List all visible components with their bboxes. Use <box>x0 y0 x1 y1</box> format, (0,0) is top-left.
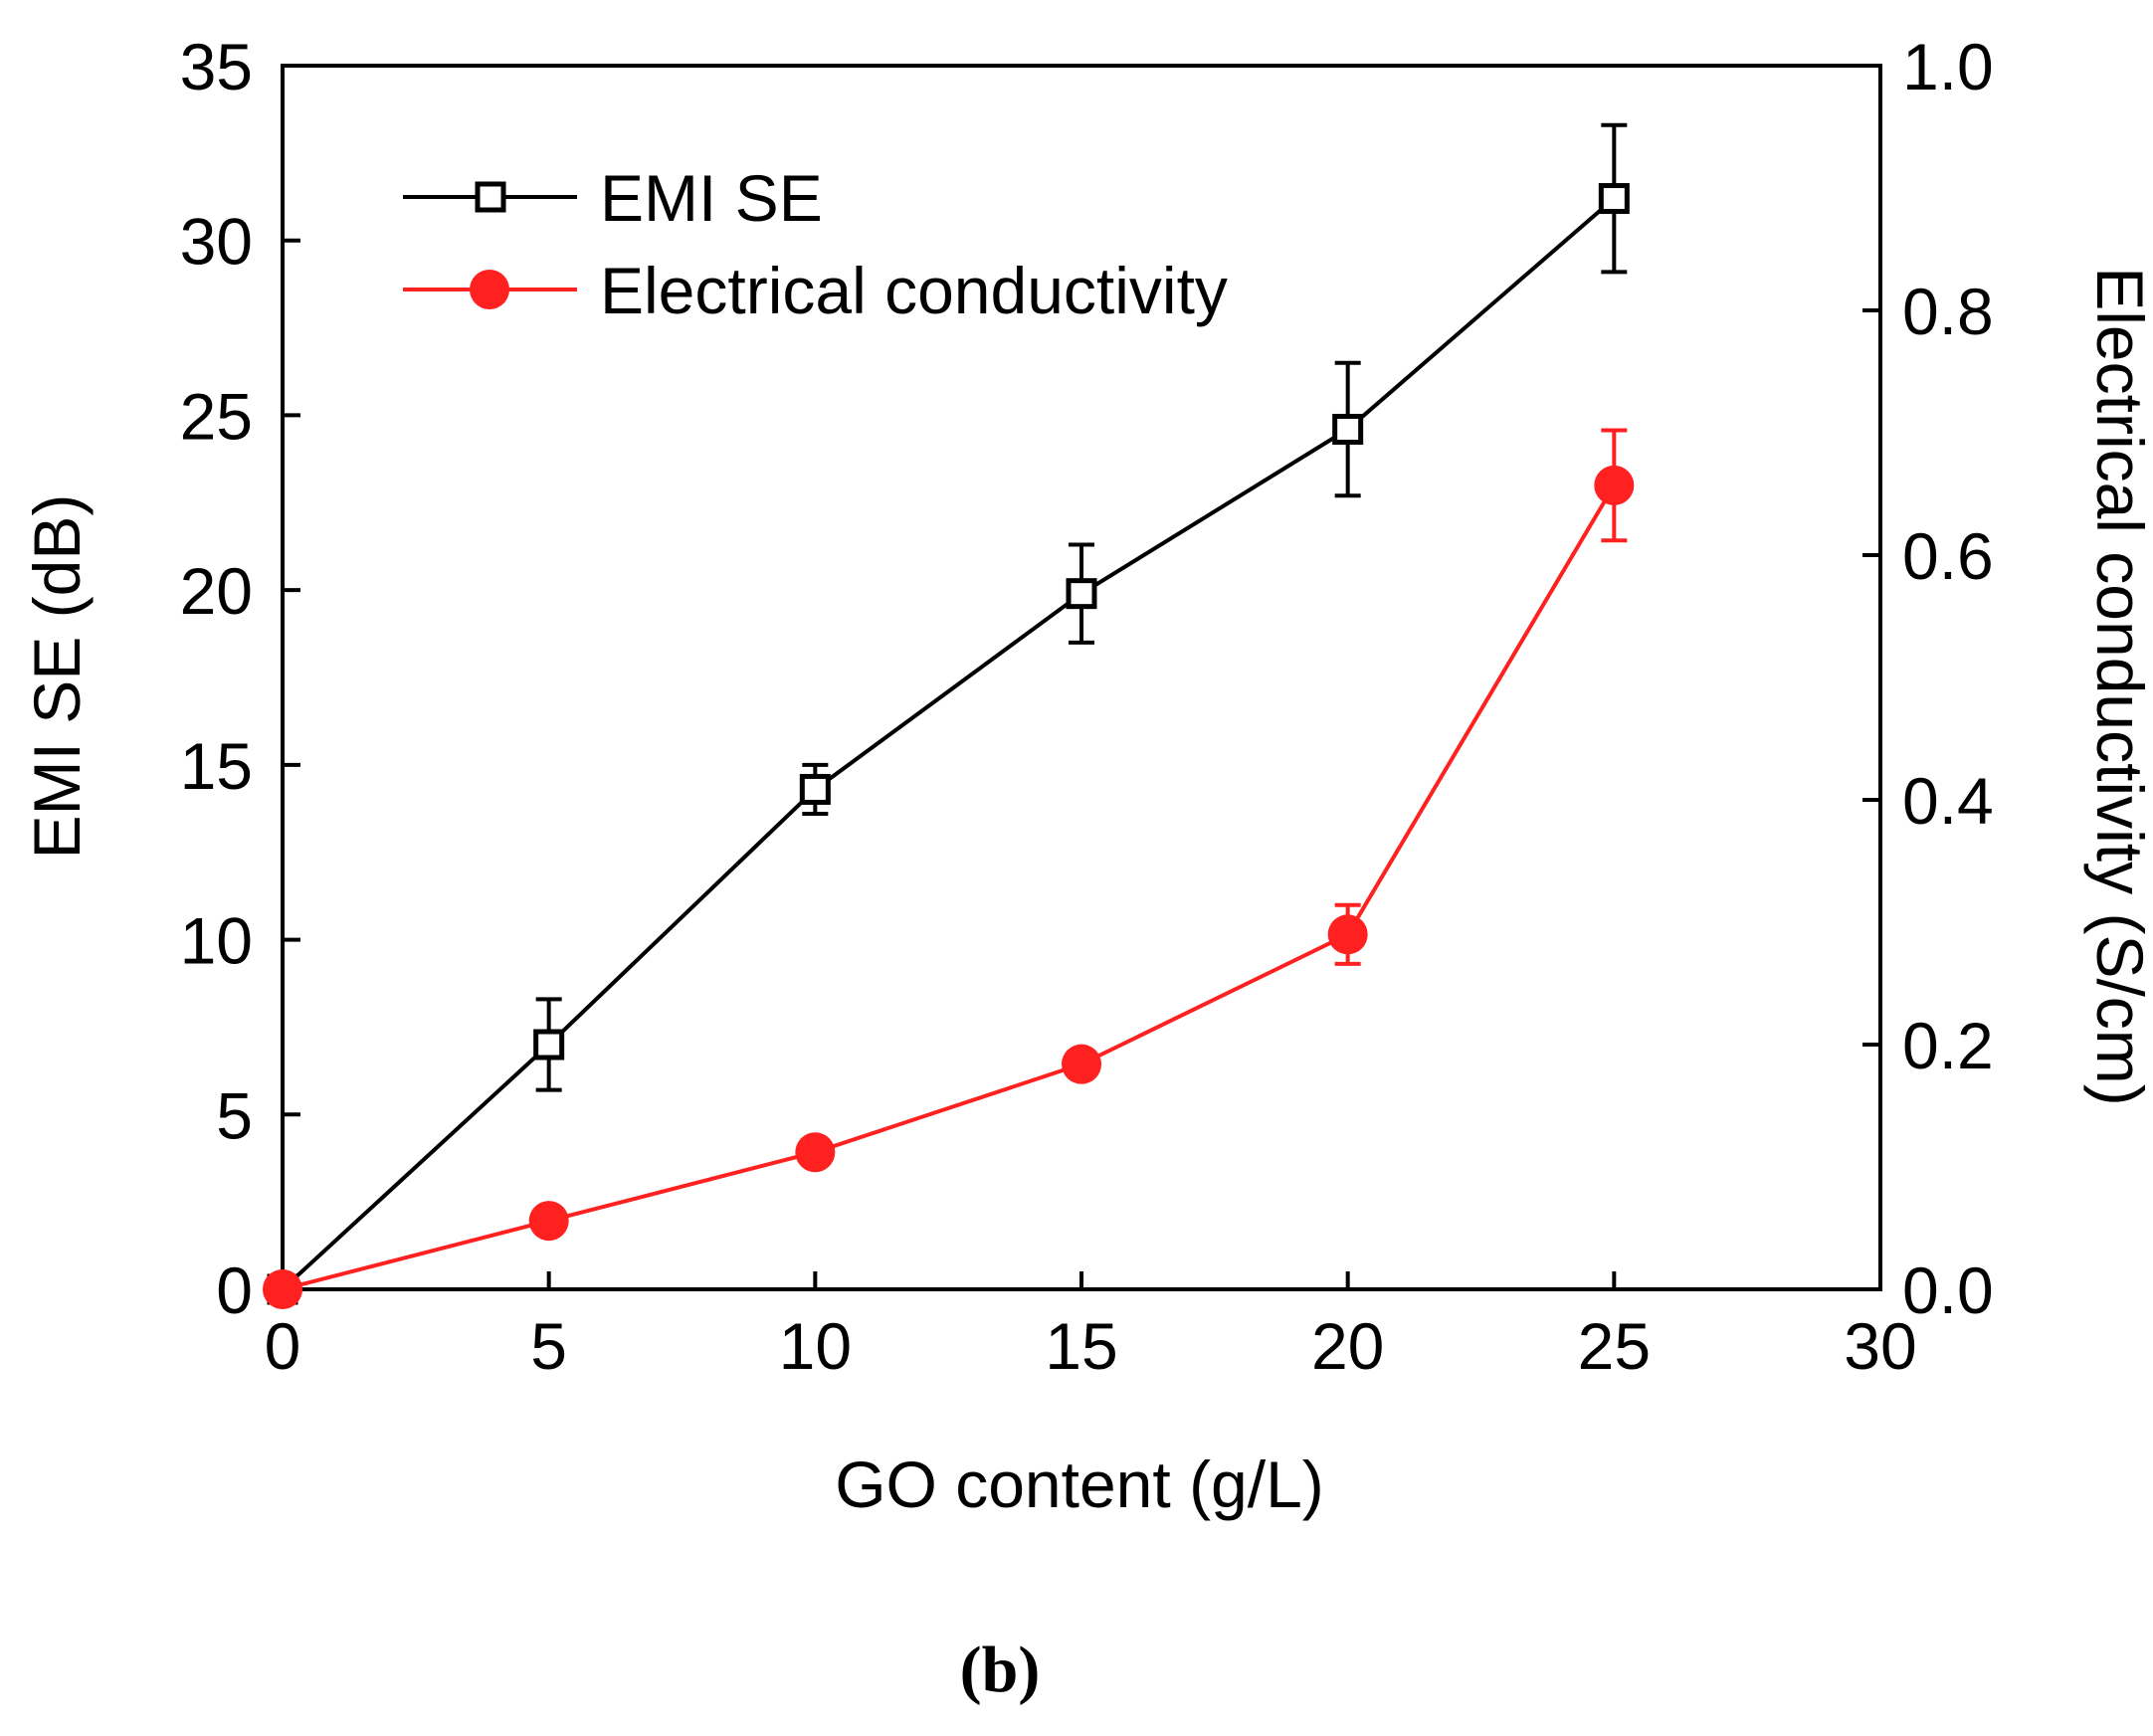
data-point <box>528 1201 569 1242</box>
x-tick-label: 10 <box>779 1309 852 1383</box>
y-right-tick-label: 0.8 <box>1902 275 1994 348</box>
x-tick-label: 0 <box>265 1309 301 1383</box>
data-point <box>1332 413 1364 445</box>
data-point <box>263 1269 302 1309</box>
data-point <box>799 773 831 805</box>
x-tick-label: 25 <box>1578 1309 1651 1383</box>
data-point <box>1594 465 1635 505</box>
data-point <box>533 1029 565 1061</box>
legend-emi-se-marker <box>475 181 506 213</box>
y-right-tick-label: 0.6 <box>1902 519 1994 593</box>
legend: EMI SE Electrical conductivity <box>403 161 1228 327</box>
y-axis-left-title: EMI SE (dB) <box>20 494 94 860</box>
y-axis-right-title: Electrical conductivity (S/cm) <box>2083 267 2153 1106</box>
y-right-tick-label: 0.0 <box>1902 1254 1994 1327</box>
series-layer <box>263 122 1635 1309</box>
x-tick-label: 30 <box>1844 1309 1916 1383</box>
y-left-tick-label: 15 <box>180 729 253 803</box>
series-line-emi-se <box>281 197 1616 1291</box>
x-tick-label: 5 <box>530 1309 567 1383</box>
series-line-electrical-conductivity <box>282 483 1617 1291</box>
y-left-tick-label: 20 <box>180 554 253 628</box>
y-left-tick-label: 10 <box>180 904 253 978</box>
series-emi-se <box>267 122 1630 1305</box>
data-point <box>1327 914 1368 955</box>
x-tick-label: 20 <box>1311 1309 1384 1383</box>
y-left-tick-label: 25 <box>180 379 253 453</box>
panel-label: (b) <box>960 1634 1041 1706</box>
data-point <box>1598 183 1630 215</box>
y-left-tick-label: 35 <box>180 30 253 103</box>
legend-conductivity-label: Electrical conductivity <box>600 254 1228 327</box>
legend-emi-se-label: EMI SE <box>600 161 823 235</box>
y-right-tick-label: 1.0 <box>1902 30 1994 103</box>
legend-conductivity-marker <box>470 270 509 309</box>
data-point <box>1066 578 1097 610</box>
y-left-tick-label: 30 <box>180 205 253 279</box>
y-left-tick-label: 0 <box>216 1254 253 1327</box>
y-left-tick-label: 5 <box>216 1078 253 1152</box>
y-right-tick-label: 0.2 <box>1902 1009 1994 1082</box>
plot-frame <box>281 64 1882 1291</box>
series-electrical-conductivity <box>263 428 1635 1309</box>
data-point <box>795 1132 836 1173</box>
data-point <box>1062 1044 1101 1084</box>
x-tick-label: 15 <box>1045 1309 1117 1383</box>
y-right-tick-label: 0.4 <box>1902 764 1994 838</box>
x-axis-title: GO content (g/L) <box>835 1447 1324 1521</box>
axes-layer: 0 5 10 15 20 25 30 0 5 10 15 20 25 30 35 0.0 0.2 0.4 0.6 0.… <box>180 30 1994 1383</box>
